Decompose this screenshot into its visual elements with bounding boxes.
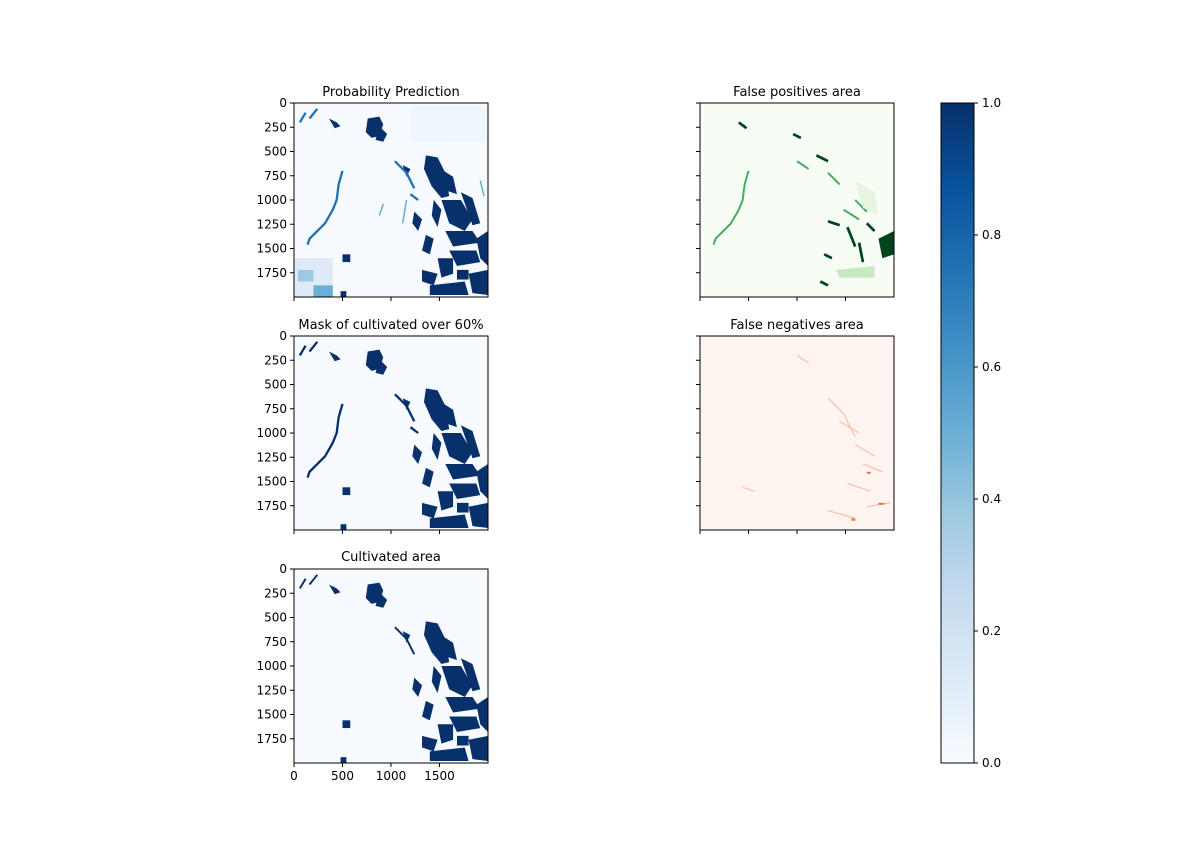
colorbar-frame <box>940 102 975 764</box>
colorbar-tick-label: 0.4 <box>982 492 1001 506</box>
y-tick-label: 750 <box>264 635 287 649</box>
y-tick-label: 500 <box>264 378 287 392</box>
x-ticks <box>293 297 440 301</box>
x-ticks <box>699 530 846 534</box>
y-tick-label: 1250 <box>256 683 287 697</box>
y-ticks <box>696 102 700 274</box>
panel-mask-cultivated: Mask of cultivated over 60% 0 250 500 750 10… <box>256 318 488 534</box>
y-tick-label: 1750 <box>256 732 287 746</box>
panel-title: False negatives area <box>730 318 864 333</box>
colorbar: 0.0 0.2 0.4 0.6 0.8 1.0 <box>940 96 1001 770</box>
y-tick-label: 1750 <box>256 499 287 513</box>
y-tick-label: 0 <box>279 562 287 576</box>
y-tick-label: 1250 <box>256 450 287 464</box>
y-tick-label: 1250 <box>256 217 287 231</box>
panel-title: Cultivated area <box>341 550 441 565</box>
y-tick-label: 1500 <box>256 475 287 489</box>
x-tick-label: 0 <box>290 769 298 783</box>
x-ticks <box>293 530 440 534</box>
y-tick-label: 250 <box>264 353 287 367</box>
panel-title: Probability Prediction <box>322 85 459 100</box>
panel-title: Mask of cultivated over 60% <box>298 318 483 333</box>
colorbar-tick-label: 0.6 <box>982 360 1001 374</box>
y-ticks: 0 250 500 750 1000 1250 1500 1750 <box>256 329 294 513</box>
y-tick-label: 1750 <box>256 266 287 280</box>
panel-false-negatives: False negatives area <box>696 318 895 534</box>
x-ticks <box>699 297 846 301</box>
y-ticks <box>696 335 700 507</box>
x-tick-label: 1000 <box>376 769 407 783</box>
colorbar-tick-label: 0.0 <box>982 756 1001 770</box>
panel-false-positives: False positives area <box>696 85 895 301</box>
colorbar-gradient <box>941 103 974 763</box>
y-tick-label: 0 <box>279 329 287 343</box>
y-tick-label: 1000 <box>256 193 287 207</box>
y-tick-label: 750 <box>264 169 287 183</box>
heatmap-image <box>294 569 488 763</box>
x-tick-label: 500 <box>331 769 354 783</box>
y-tick-label: 500 <box>264 145 287 159</box>
y-tick-label: 1500 <box>256 242 287 256</box>
y-tick-label: 0 <box>279 96 287 110</box>
x-ticks: 0 500 1000 1500 <box>290 763 455 783</box>
y-tick-label: 500 <box>264 611 287 625</box>
panel-title: False positives area <box>733 85 861 100</box>
y-ticks: 0 250 500 750 1000 1250 1500 1750 <box>256 96 294 280</box>
heatmap-image <box>294 103 488 297</box>
y-tick-label: 250 <box>264 120 287 134</box>
y-tick-label: 1000 <box>256 426 287 440</box>
y-tick-label: 250 <box>264 586 287 600</box>
y-tick-label: 1500 <box>256 708 287 722</box>
y-tick-label: 750 <box>264 402 287 416</box>
heatmap-image <box>700 336 894 530</box>
heatmap-image <box>294 336 488 530</box>
colorbar-ticks: 0.0 0.2 0.4 0.6 0.8 1.0 <box>974 96 1001 770</box>
panel-probability-prediction: Probability Prediction 0 250 500 750 1000 125… <box>256 85 488 301</box>
colorbar-tick-label: 1.0 <box>982 96 1001 110</box>
heatmap-image <box>700 103 894 297</box>
colorbar-tick-label: 0.2 <box>982 624 1001 638</box>
y-ticks: 0 250 500 750 1000 1250 1500 1750 <box>256 562 294 746</box>
panel-cultivated-area: Cultivated area 0 250 500 750 1000 1250 1500 17… <box>256 550 489 783</box>
colorbar-tick-label: 0.8 <box>982 228 1001 242</box>
y-tick-label: 1000 <box>256 659 287 673</box>
x-tick-label: 1500 <box>424 769 455 783</box>
